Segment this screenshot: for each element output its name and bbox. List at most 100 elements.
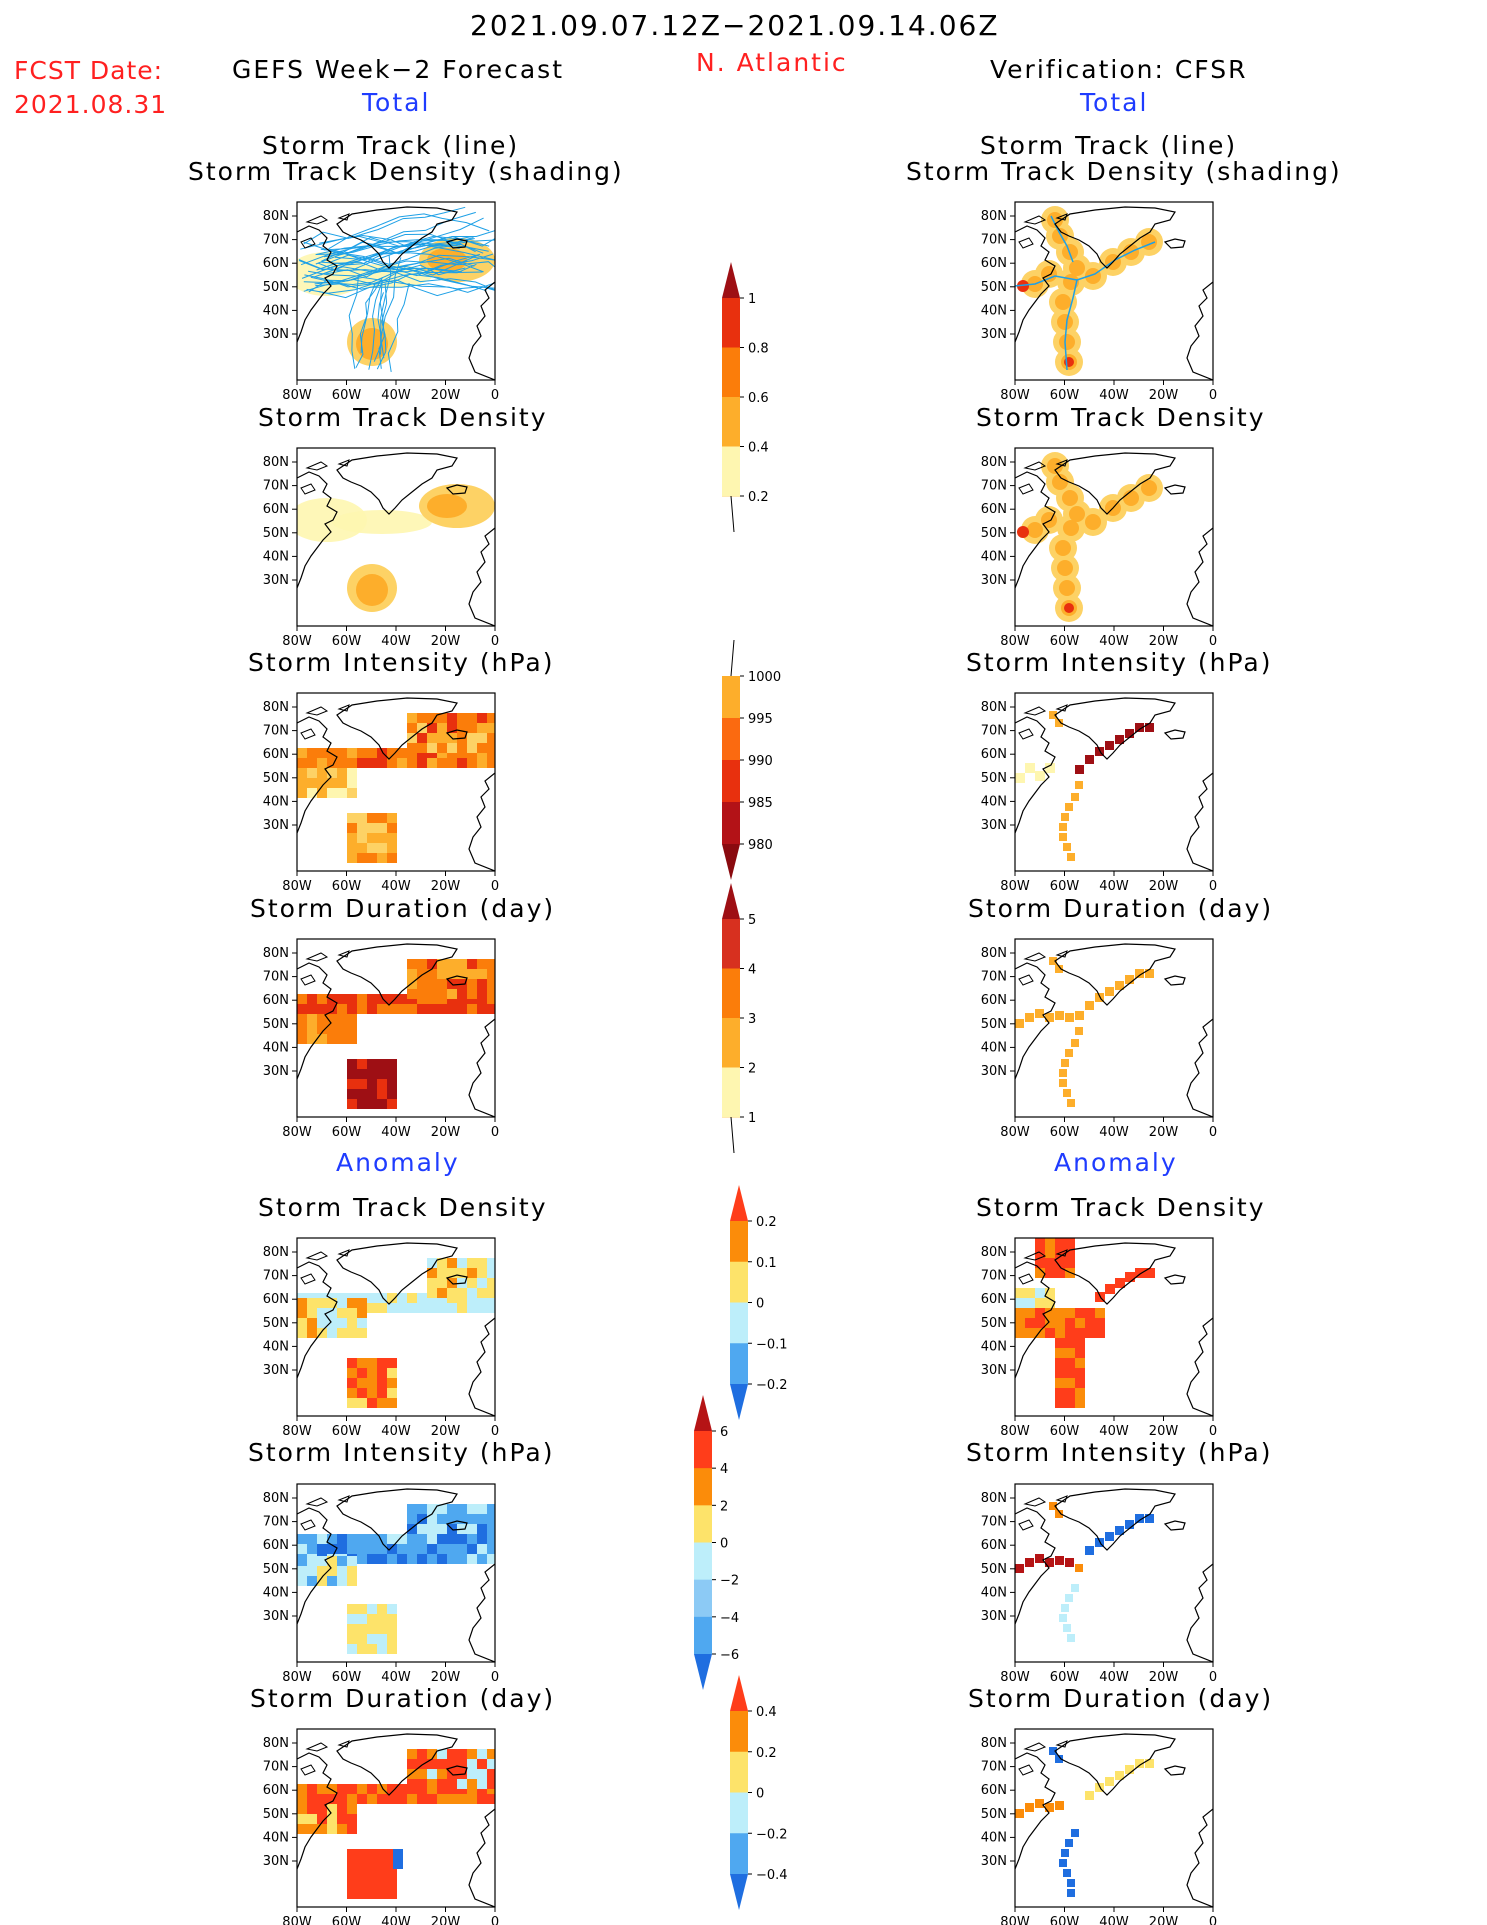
grid-cell xyxy=(387,1303,397,1313)
lat-tick-label: 30N xyxy=(263,1609,289,1624)
lon-tick-label: 0 xyxy=(491,1670,499,1685)
map-field xyxy=(297,1242,495,1416)
europe-africa-coastline xyxy=(468,1018,495,1117)
grid-cell xyxy=(447,1794,457,1804)
grid-cell xyxy=(1145,1514,1154,1523)
grid-cell xyxy=(1045,1328,1055,1338)
grid-cell xyxy=(437,1524,447,1534)
grid-cell xyxy=(307,1004,317,1014)
grid-cell xyxy=(393,1859,403,1869)
grid-cell xyxy=(347,1634,357,1644)
colorbar-segment xyxy=(694,1431,712,1469)
grid-cell xyxy=(437,1794,447,1804)
grid-cell xyxy=(357,1859,367,1869)
grid-cell xyxy=(1067,1889,1075,1897)
map-svg: 80N 70N 60N 50N 40N 30N 80W 60W 40W 20W 0 xyxy=(263,201,499,403)
grid-cell xyxy=(327,1034,337,1044)
grid-cell xyxy=(377,1554,387,1564)
grid-cell xyxy=(347,788,357,798)
grid-cell xyxy=(1145,1268,1155,1278)
lat-tick-label: 80N xyxy=(981,700,1007,715)
colorbar-label: 2 xyxy=(748,1062,756,1077)
grid-cell xyxy=(1085,1308,1095,1318)
colorbar-label: 0.2 xyxy=(756,1746,777,1761)
grid-cell xyxy=(317,1034,327,1044)
grid-cell xyxy=(477,969,487,979)
grid-cell xyxy=(347,1328,357,1338)
grid-cell xyxy=(477,959,487,969)
grid-cell xyxy=(367,1303,377,1313)
grid-cell xyxy=(417,1749,427,1759)
lat-tick-label: 70N xyxy=(981,1760,1007,1775)
grid-cell xyxy=(457,1004,467,1014)
grid-cell xyxy=(1067,1879,1075,1887)
grid-cell xyxy=(347,1378,357,1388)
lon-tick-label: 80W xyxy=(1000,879,1030,894)
grid-cell xyxy=(1045,1298,1055,1308)
europe-africa-coastline xyxy=(468,281,495,380)
storm-track-line xyxy=(315,273,487,292)
lon-tick-label: 20W xyxy=(431,634,461,649)
grid-cell xyxy=(467,1534,477,1544)
grid-cell xyxy=(387,853,397,863)
colorbar-label: 1 xyxy=(748,292,756,307)
grid-cell xyxy=(447,969,457,979)
grid-cell xyxy=(387,994,397,1004)
grid-cell xyxy=(437,1303,447,1313)
grid-cell xyxy=(447,1759,457,1769)
colorbar-label: 4 xyxy=(720,1462,728,1477)
colorbar-label: −6 xyxy=(720,1648,739,1663)
grid-cell xyxy=(1095,993,1104,1002)
grid-cell xyxy=(367,758,377,768)
fcst-date-label: FCST Date: xyxy=(14,56,164,85)
lat-tick-label: 60N xyxy=(981,1783,1007,1798)
grid-cell xyxy=(447,723,457,733)
grid-cell xyxy=(1065,1338,1075,1348)
grid-cell xyxy=(387,1544,397,1554)
grid-cell xyxy=(437,979,447,989)
grid-cell xyxy=(317,758,327,768)
colorbar-label: 0.8 xyxy=(748,342,769,357)
grid-cell xyxy=(467,1554,477,1564)
grid-cell xyxy=(1045,763,1055,773)
lon-tick-label: 40W xyxy=(1099,1670,1129,1685)
grid-cell xyxy=(487,723,495,733)
colorbar-label: −0.2 xyxy=(756,1378,788,1393)
grid-cell xyxy=(297,1034,307,1044)
grid-cell xyxy=(367,748,377,758)
grid-cell xyxy=(317,788,327,798)
grid-cell xyxy=(387,1099,397,1109)
colorbar-top-arrow xyxy=(722,262,740,298)
grid-cell xyxy=(337,1014,347,1024)
lat-tick-label: 70N xyxy=(263,1515,289,1530)
grid-cell xyxy=(387,1358,397,1368)
grid-cell xyxy=(347,1298,357,1308)
europe-africa-coastline xyxy=(468,527,495,626)
greenland-coastline xyxy=(336,1733,458,1796)
grid-cell xyxy=(327,778,337,788)
grid-cell xyxy=(297,1556,307,1566)
colorbar-segment xyxy=(730,1833,748,1875)
lon-tick-label: 20W xyxy=(1149,1670,1179,1685)
grid-cell xyxy=(347,1889,357,1899)
grid-cell xyxy=(467,713,477,723)
grid-cell xyxy=(467,1544,477,1554)
grid-cell xyxy=(367,1644,377,1654)
grid-cell xyxy=(367,1398,377,1408)
grid-cell xyxy=(487,1303,495,1313)
colorbar-segment xyxy=(722,760,740,803)
colorbar-segment xyxy=(730,1302,748,1344)
grid-cell xyxy=(317,1794,327,1804)
grid-cell xyxy=(477,979,487,989)
grid-cell xyxy=(317,778,327,788)
map-track-line-cfsr: 80N 70N 60N 50N 40N 30N 80W 60W 40W 20W 0 xyxy=(970,201,1238,410)
colorbar-label: 995 xyxy=(748,712,773,727)
colorbar-svg: 1000 995 990 985 980 xyxy=(722,639,781,880)
north-america-coastline xyxy=(1015,1261,1056,1379)
grid-cell xyxy=(417,969,427,979)
lat-tick-label: 50N xyxy=(981,1017,1007,1032)
grid-cell xyxy=(457,743,467,753)
grid-cell xyxy=(1035,771,1045,781)
grid-cell xyxy=(347,1566,357,1576)
colorbar-top-arrow xyxy=(730,1185,748,1221)
